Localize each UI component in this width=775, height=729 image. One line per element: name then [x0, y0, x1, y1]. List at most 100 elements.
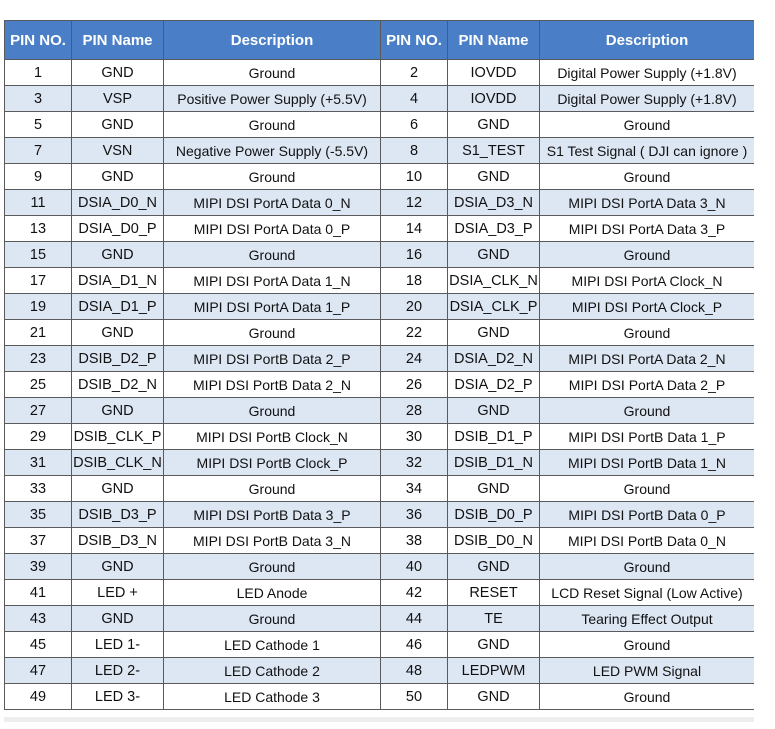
cell-pin-name-right: GND: [447, 553, 540, 580]
cell-pin-name-left: DSIB_D2_N: [71, 371, 164, 398]
cell-description-left: Ground: [163, 553, 381, 580]
cell-pin-name-right: GND: [447, 397, 540, 424]
cell-pin-name-right: GND: [447, 319, 540, 346]
cell-pin-no-right: 40: [380, 553, 448, 580]
cell-description-left: LED Cathode 2: [163, 657, 381, 684]
cell-pin-no-left: 9: [4, 163, 72, 190]
horizontal-scrollbar[interactable]: [4, 717, 754, 722]
cell-pin-no-right: 34: [380, 475, 448, 502]
cell-pin-no-right: 4: [380, 85, 448, 112]
cell-description-right: Ground: [539, 319, 754, 346]
cell-pin-name-left: GND: [71, 59, 164, 86]
cell-pin-name-left: DSIA_D1_P: [71, 293, 164, 320]
cell-pin-name-right: LEDPWM: [447, 657, 540, 684]
cell-pin-name-left: VSP: [71, 85, 164, 112]
cell-pin-name-left: DSIB_CLK_P: [71, 423, 164, 450]
cell-description-right: MIPI DSI PortA Clock_P: [539, 293, 754, 320]
cell-description-left: MIPI DSI PortB Data 2_N: [163, 371, 381, 398]
cell-pin-name-right: S1_TEST: [447, 137, 540, 164]
cell-description-left: MIPI DSI PortA Data 1_N: [163, 267, 381, 294]
col-header-pin-name-right: PIN Name: [447, 20, 540, 60]
cell-pin-no-left: 33: [4, 475, 72, 502]
cell-pin-no-right: 32: [380, 449, 448, 476]
cell-pin-name-right: DSIB_D0_N: [447, 527, 540, 554]
cell-pin-name-left: GND: [71, 163, 164, 190]
cell-description-right: Ground: [539, 397, 754, 424]
cell-description-right: Ground: [539, 241, 754, 268]
cell-pin-name-left: VSN: [71, 137, 164, 164]
table-row: 45 LED 1- LED Cathode 1 46 GND Ground: [4, 631, 754, 658]
cell-pin-no-right: 44: [380, 605, 448, 632]
cell-pin-no-left: 19: [4, 293, 72, 320]
cell-pin-no-left: 29: [4, 423, 72, 450]
table-row: 43 GND Ground 44 TE Tearing Effect Output: [4, 605, 754, 632]
cell-description-right: Digital Power Supply (+1.8V): [539, 59, 754, 86]
cell-pin-no-right: 16: [380, 241, 448, 268]
cell-pin-no-left: 7: [4, 137, 72, 164]
cell-pin-name-right: GND: [447, 631, 540, 658]
cell-pin-name-right: GND: [447, 475, 540, 502]
cell-description-right: Ground: [539, 683, 754, 710]
cell-pin-no-left: 41: [4, 579, 72, 606]
cell-description-left: MIPI DSI PortB Data 3_P: [163, 501, 381, 528]
cell-description-right: Ground: [539, 111, 754, 138]
col-header-pin-name-left: PIN Name: [71, 20, 164, 60]
cell-pin-name-left: DSIB_D2_P: [71, 345, 164, 372]
cell-pin-no-left: 35: [4, 501, 72, 528]
table-row: 47 LED 2- LED Cathode 2 48 LEDPWM LED PWM Sig…: [4, 657, 754, 684]
cell-pin-name-right: RESET: [447, 579, 540, 606]
header-row: PIN NO. PIN Name Description PIN NO. PIN…: [4, 20, 754, 60]
cell-description-left: MIPI DSI PortA Data 0_N: [163, 189, 381, 216]
cell-description-left: MIPI DSI PortA Data 0_P: [163, 215, 381, 242]
cell-pin-no-right: 18: [380, 267, 448, 294]
cell-description-left: LED Cathode 1: [163, 631, 381, 658]
cell-description-left: Ground: [163, 111, 381, 138]
cell-pin-name-left: DSIA_D0_P: [71, 215, 164, 242]
cell-pin-no-left: 1: [4, 59, 72, 86]
cell-description-left: Ground: [163, 319, 381, 346]
cell-pin-name-right: DSIB_D1_N: [447, 449, 540, 476]
cell-pin-name-left: LED 2-: [71, 657, 164, 684]
cell-pin-name-left: GND: [71, 319, 164, 346]
table-row: 13 DSIA_D0_P MIPI DSI PortA Data 0_P 14 DSIA…: [4, 215, 754, 242]
cell-pin-name-left: LED 1-: [71, 631, 164, 658]
table-row: 27 GND Ground 28 GND Ground: [4, 397, 754, 424]
cell-description-left: Ground: [163, 397, 381, 424]
cell-pin-name-right: DSIA_D3_N: [447, 189, 540, 216]
cell-pin-name-right: GND: [447, 163, 540, 190]
cell-pin-name-right: GND: [447, 241, 540, 268]
cell-pin-name-left: DSIB_D3_N: [71, 527, 164, 554]
cell-description-right: LCD Reset Signal (Low Active): [539, 579, 754, 606]
cell-pin-no-right: 48: [380, 657, 448, 684]
cell-pin-no-left: 23: [4, 345, 72, 372]
cell-pin-name-left: DSIA_D1_N: [71, 267, 164, 294]
table-row: 25 DSIB_D2_N MIPI DSI PortB Data 2_N 26 DSIA…: [4, 371, 754, 398]
cell-pin-no-left: 5: [4, 111, 72, 138]
cell-description-right: Ground: [539, 475, 754, 502]
cell-pin-name-right: IOVDD: [447, 59, 540, 86]
pinout-table-body: 1 GND Ground 2 IOVDD Digital Power Supply (+1…: [4, 59, 754, 710]
cell-pin-no-right: 10: [380, 163, 448, 190]
col-header-description-right: Description: [539, 20, 754, 60]
cell-description-left: Ground: [163, 475, 381, 502]
col-header-description-left: Description: [163, 20, 381, 60]
cell-pin-name-left: GND: [71, 605, 164, 632]
cell-pin-name-right: DSIA_CLK_P: [447, 293, 540, 320]
cell-description-right: MIPI DSI PortA Data 3_N: [539, 189, 754, 216]
table-row: 29 DSIB_CLK_P MIPI DSI PortB Clock_N 30 DSIB…: [4, 423, 754, 450]
table-row: 49 LED 3- LED Cathode 3 50 GND Ground: [4, 683, 754, 710]
cell-description-left: MIPI DSI PortB Clock_P: [163, 449, 381, 476]
cell-pin-no-left: 49: [4, 683, 72, 710]
cell-pin-no-left: 17: [4, 267, 72, 294]
cell-pin-no-right: 14: [380, 215, 448, 242]
table-row: 23 DSIB_D2_P MIPI DSI PortB Data 2_P 24 DSIA…: [4, 345, 754, 372]
cell-pin-no-right: 42: [380, 579, 448, 606]
cell-description-left: LED Cathode 3: [163, 683, 381, 710]
cell-description-left: MIPI DSI PortB Clock_N: [163, 423, 381, 450]
cell-pin-no-right: 28: [380, 397, 448, 424]
cell-pin-name-right: DSIA_D3_P: [447, 215, 540, 242]
cell-description-right: Ground: [539, 553, 754, 580]
cell-description-right: S1 Test Signal ( DJI can ignore ): [539, 137, 754, 164]
cell-description-right: Digital Power Supply (+1.8V): [539, 85, 754, 112]
cell-pin-name-left: LED +: [71, 579, 164, 606]
